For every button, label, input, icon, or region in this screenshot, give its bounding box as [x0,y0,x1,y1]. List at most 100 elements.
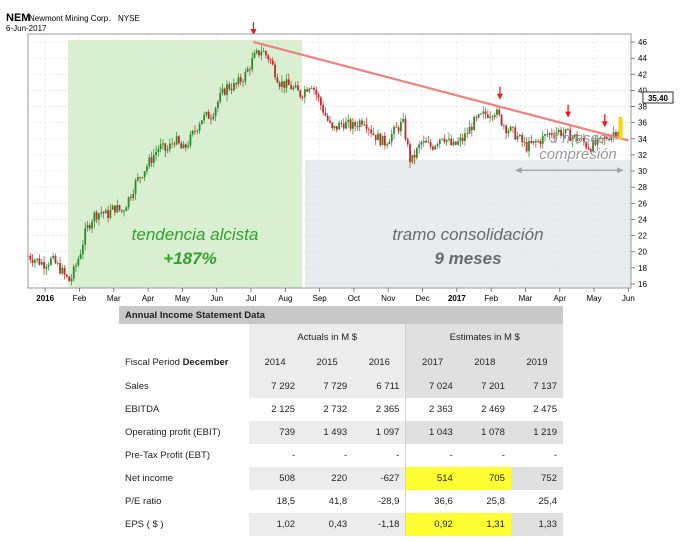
candle-body [166,149,169,151]
candle-body [571,136,574,142]
candle-body [322,105,325,113]
estimates-header: Estimates in M $ [405,324,563,350]
table-cell: 705 [458,467,511,490]
candle-body [146,166,148,172]
candle-body [162,143,164,145]
candle-body [482,111,485,114]
x-tick-label: Sep [312,294,327,303]
candle-body [52,255,55,259]
table-cell: -627 [353,467,406,490]
candle-body [464,133,466,141]
candle-body [345,121,347,129]
candle-body [445,139,448,142]
candle-body [569,129,572,142]
candle-body [212,116,215,120]
year-header: 2014 [249,350,302,375]
table-title: Annual Income Statement Data [119,306,563,324]
candle-body [594,140,597,145]
candle-body [381,135,384,146]
x-tick-label: Jun [622,294,635,303]
table-cell: 0,43 [301,513,354,536]
candle-body [38,258,41,265]
candle-body [422,140,425,143]
candle-body [134,180,137,194]
candle-body [84,228,87,245]
candle-body [331,122,334,129]
candle-body [93,212,96,222]
candle-body [338,122,341,130]
table-row: Operating profit (EBIT) 739 1 493 1 097 1 04… [119,421,563,444]
table-cell: 41,8 [328,496,348,507]
candle-body [292,87,295,90]
candle-body [589,149,592,152]
consolidation-duration-label: 9 meses [434,249,501,268]
candle-body [550,133,553,136]
candle-body [274,64,276,78]
row-label: P/E ratio [125,496,162,507]
x-tick-label: Feb [484,294,498,303]
candle-body [404,118,407,140]
candle-body [603,136,606,139]
candle-body [502,125,505,127]
candle-body [347,119,350,122]
table-cell: 1 097 [353,421,406,444]
x-tick-label: Apr [142,294,155,303]
candle-body [200,120,203,125]
table-row: Sales 7 292 7 729 6 711 7 024 7 201 7 137 [119,375,563,398]
candle-body [576,134,578,141]
candle-body [486,114,489,118]
price-candles [27,45,622,286]
candle-body [244,71,247,82]
candle-body [484,111,487,115]
x-tick-label: May [175,294,190,303]
row-label: EPS ( $ ) [125,519,164,530]
x-tick-label: Aug [278,294,292,303]
touch-arrow-head [601,121,608,128]
candle-body [413,154,416,158]
candle-body [553,135,556,137]
x-tick-label: Feb [73,294,87,303]
last-price-marker [618,117,623,139]
candle-body [427,142,430,144]
candle-body [187,145,190,148]
candle-body [480,113,482,115]
candle-body [379,133,382,146]
consolidation-zone [305,160,631,288]
company-name: Newmont Mining Corp. [29,14,110,23]
candle-body [459,137,462,142]
candle-body [434,145,437,150]
candle-body [102,211,105,214]
candle-body [555,132,558,137]
x-tick-label: Mar [107,294,121,303]
consolidation-label: tramo consolidación [392,225,543,244]
candle-body [363,124,366,126]
table-cell: 7 137 [510,375,563,398]
compression-arrow-right [617,167,624,174]
candle-body [262,51,265,52]
candle-body [77,258,80,266]
table-cell: - [396,450,400,461]
candle-body [297,85,299,91]
candle-body [406,139,409,145]
table-cell: 7 292 [249,375,302,398]
y-tick-label: 30 [638,167,647,176]
table-row: Pre-Tax Profit (EBT) - - - - - - [119,444,563,467]
candle-body [198,124,201,131]
candle-body [180,143,183,149]
candle-body [123,210,125,212]
candle-body [232,83,235,91]
candle-body [386,144,389,146]
candle-body [420,142,423,145]
candle-body [402,118,405,122]
candle-body [114,205,116,213]
candle-body [516,136,519,140]
y-tick-label: 42 [638,70,647,79]
table-cell: 2 469 [481,404,505,415]
candle-body [228,84,231,89]
candle-body [493,114,496,118]
candle-body [470,126,473,131]
plot-frame [27,33,632,289]
candle-body [557,129,560,133]
candle-body [68,276,71,282]
table-cell: 752 [510,467,563,490]
